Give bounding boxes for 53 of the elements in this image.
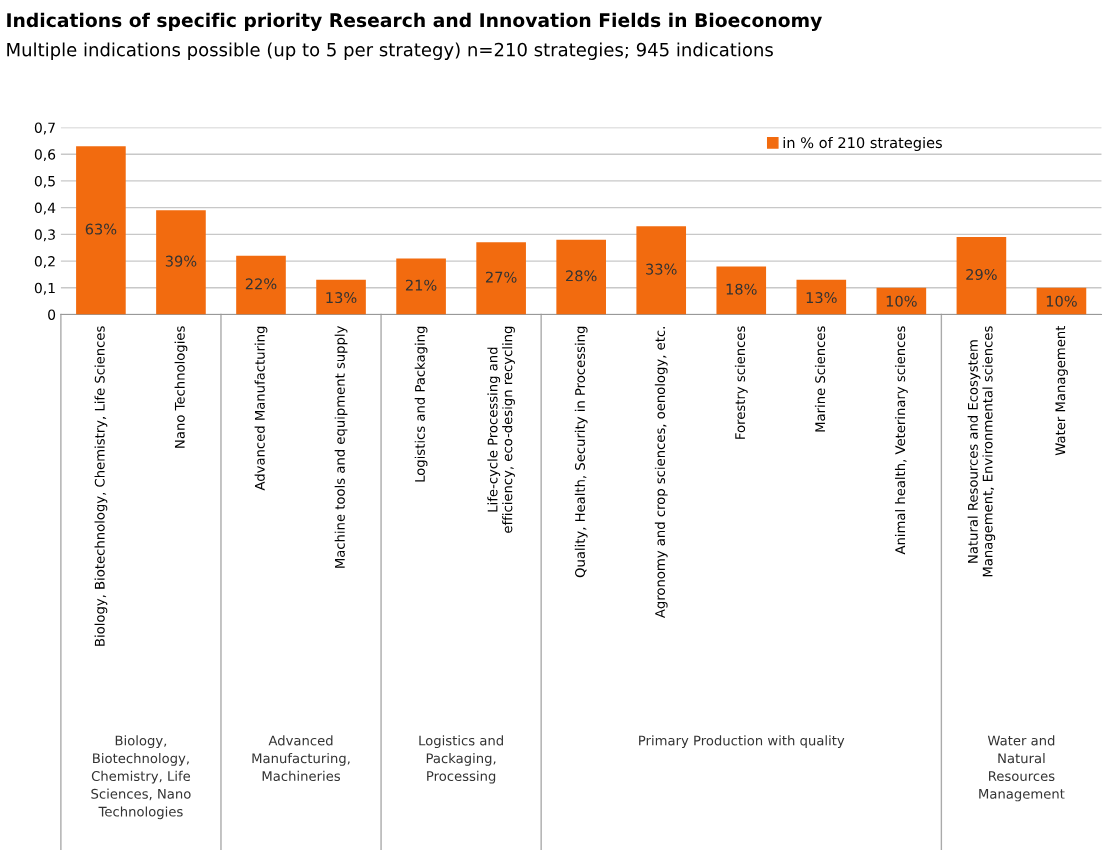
x-tick-label: Machine tools and equipment supply: [334, 326, 348, 568]
y-tick-label: 0,3: [34, 229, 55, 242]
x-tick-label: Forestry sciences: [734, 326, 748, 439]
bar: [316, 279, 366, 315]
x-tick-label: Nano Technologies: [174, 326, 188, 448]
y-tick-label: 0,2: [34, 256, 55, 268]
x-tick-label: Logistics and Packaging: [414, 326, 428, 482]
data-label: 13%: [806, 292, 837, 304]
data-label: 10%: [1046, 295, 1077, 307]
bar: [156, 210, 206, 315]
bar: [796, 279, 847, 315]
data-label: 28%: [566, 270, 597, 282]
legend-label: in % of 210 strategies: [783, 136, 942, 151]
data-label: 18%: [726, 283, 757, 295]
data-label: 63%: [85, 223, 117, 235]
chart-subtitle: Multiple indications possible (up to 5 per strategy) n=210 strategies; 945 indications: [7, 42, 773, 60]
x-tick-label: Life-cycle Processing and efficiency, eco-design recycling: [487, 326, 515, 533]
y-tick-label: 0,6: [34, 149, 56, 162]
text: Logistics and Packaging, Processing: [419, 735, 503, 784]
text: Primary Production with quality: [639, 735, 845, 749]
y-tick-label: 0: [48, 309, 56, 320]
y-tick-label: 0,4: [34, 202, 56, 215]
x-tick-label: Agronomy and crop sciences, oenology, etc.: [654, 327, 668, 619]
bar: [716, 266, 767, 315]
x-tick-label: Animal health, Veterinary sciences: [894, 326, 908, 555]
x-tick-label: Biology, Biotechnology, Chemistry, Life Sciences: [94, 326, 108, 646]
data-label: 27%: [485, 271, 517, 283]
data-label: 10%: [886, 295, 917, 307]
bar: [396, 258, 446, 315]
x-tick-label: Quality, Health, Security in Processing: [574, 326, 588, 578]
bar: [76, 146, 126, 315]
data-label: 21%: [405, 279, 437, 291]
data-label: 13%: [326, 292, 357, 304]
text: Advanced Manufacturing, Machineries: [252, 735, 350, 782]
bar: [556, 239, 606, 315]
bar: [236, 255, 286, 315]
data-label: 33%: [646, 263, 677, 275]
x-tick-label: Water Management: [1055, 325, 1068, 456]
text: Water and Natural Resources Management: [979, 735, 1065, 802]
x-tick-label: Marine Sciences: [814, 326, 826, 432]
y-tick-label: 0,5: [34, 175, 55, 188]
chart-title: Indications of specific priority Research and Innovation Fields in Bioeconomy: [7, 12, 822, 32]
data-label: 39%: [165, 255, 197, 267]
y-tick-label: 0,1: [34, 282, 55, 295]
x-tick-label: Natural Resources and Ecosystem Management, Environmental sciences: [967, 326, 996, 577]
y-tick-label: 0,7: [34, 122, 55, 135]
bar: [956, 237, 1007, 315]
bar: [636, 226, 687, 315]
data-label: 22%: [245, 278, 277, 290]
data-label: 29%: [966, 268, 997, 280]
bar: [476, 242, 526, 315]
x-tick-label: Advanced Manufacturing: [254, 326, 268, 491]
text: Biology, Biotechnology, Chemistry, Life Sciences, Nano Technologies: [91, 735, 191, 820]
